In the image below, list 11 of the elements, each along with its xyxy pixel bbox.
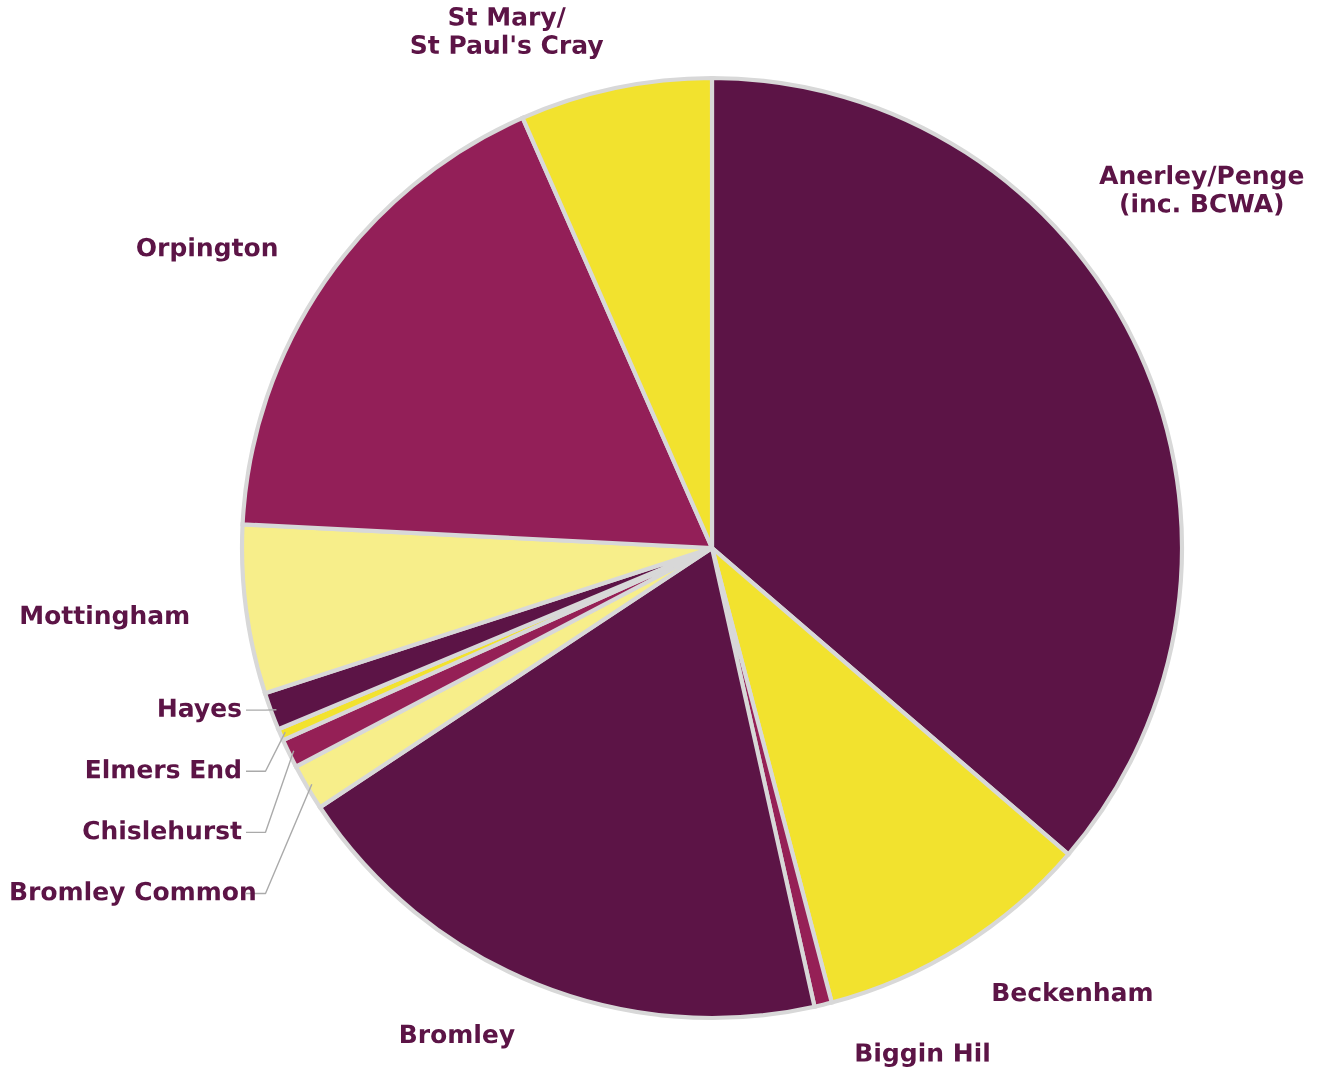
slice-label: Chislehurst xyxy=(83,820,242,840)
slice-label: Bromley Common xyxy=(11,881,255,906)
slice-label: St Mary/ St Paul's Cray xyxy=(411,6,604,60)
slice-label: Hayes xyxy=(159,698,241,723)
slice-label: Biggin Hil xyxy=(856,1042,989,1068)
slice-label: Beckenham xyxy=(993,982,1152,1002)
slice-label: Elmers End xyxy=(86,759,240,779)
slice-label: Mottingham xyxy=(21,605,189,630)
slice-label: Orpington xyxy=(137,237,277,262)
slice-label: Bromley xyxy=(401,1024,515,1049)
slice-label: Anerley/Penge (inc. BCWA) xyxy=(1099,165,1304,216)
